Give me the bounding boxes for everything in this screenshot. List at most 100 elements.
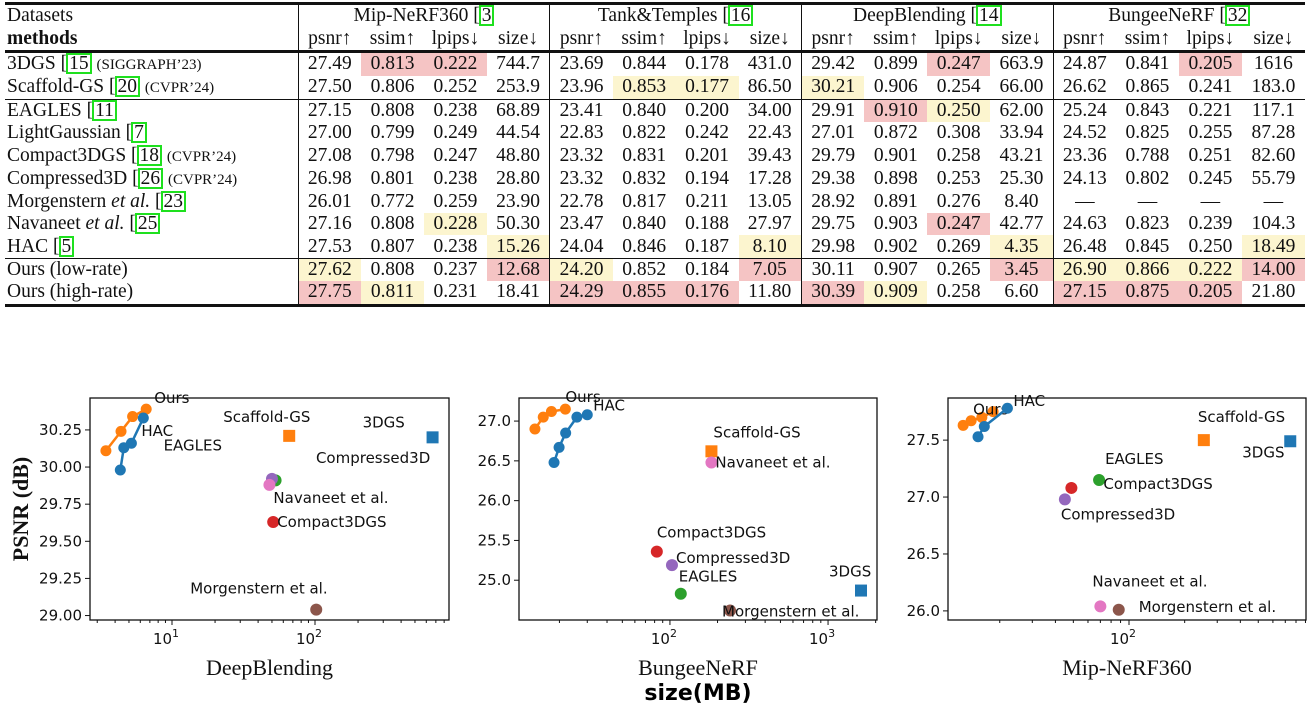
table-cell: 0.250 — [1188, 235, 1233, 257]
table-cell: 0.265 — [927, 257, 991, 282]
table-cell: 0.205 — [1178, 281, 1242, 307]
citation-link[interactable]: 7 — [131, 122, 147, 144]
table-cell: 87.28 — [1251, 122, 1296, 144]
table-cell: 27.49 — [297, 49, 362, 76]
table-cell: 66.00 — [999, 76, 1044, 98]
series-eagles: EAGLES — [1093, 450, 1164, 486]
table-cell: 55.79 — [1251, 168, 1296, 190]
metric-header: ssim↑ — [621, 27, 667, 49]
citation-link[interactable]: 15 — [66, 52, 92, 74]
data-point — [1058, 493, 1071, 506]
point-label: Compact3DGS — [277, 513, 386, 531]
point-label: Compressed3D — [316, 449, 430, 467]
data-point — [283, 429, 296, 442]
data-point — [553, 441, 565, 453]
table-cell: 0.813 — [361, 49, 424, 76]
citation-link[interactable]: 20 — [114, 75, 141, 97]
table-cell: 12.68 — [486, 257, 550, 282]
data-point — [965, 415, 977, 427]
series-morgenstern-et-al-: Morgenstern et al. — [190, 580, 328, 616]
data-point — [957, 419, 969, 431]
series-morgenstern-et-al-: Morgenstern et al. — [1112, 598, 1276, 616]
citation-link[interactable]: 18 — [136, 144, 163, 166]
table-cell: 0.231 — [423, 281, 487, 307]
table-cell: 29.98 — [800, 235, 865, 259]
y-tick-label: 29.75 — [39, 495, 82, 513]
table-cell: 4.35 — [990, 235, 1054, 259]
data-point — [545, 406, 557, 418]
x-tick-label: 101 — [153, 627, 179, 648]
method-name: Scaffold-GS [20 (CVPR’24) — [7, 75, 215, 97]
method-name: Navaneet et al. [25 — [5, 213, 298, 235]
data-point — [1112, 603, 1125, 616]
x-tick-label: 102 — [651, 627, 677, 648]
table-cell: 25.30 — [999, 168, 1044, 190]
metric-header: size↓ — [749, 27, 790, 49]
table-cell: 0.825 — [1125, 122, 1170, 144]
point-label: Compressed3D — [1061, 505, 1175, 523]
table-cell: 0.875 — [1116, 281, 1179, 307]
citation-link[interactable]: 32 — [1224, 5, 1251, 27]
method-name: Morgenstern et al. [23 — [5, 190, 298, 213]
method-label: Morgenstern — [7, 190, 112, 212]
citation-link[interactable]: 14 — [976, 5, 1002, 27]
series-eagles: EAGLES — [164, 436, 282, 487]
series-3dgs: 3DGS — [1242, 435, 1297, 461]
table-cell: 0.269 — [936, 235, 981, 257]
data-point — [665, 559, 678, 572]
table-cell: 0.276 — [936, 190, 981, 212]
citation-link[interactable]: 23 — [160, 190, 187, 212]
table-cell: 24.63 — [1052, 212, 1117, 236]
method-label: Compact3DGS — [7, 144, 127, 166]
citation-link[interactable]: 3 — [478, 5, 495, 27]
citation-link[interactable]: 25 — [134, 213, 161, 235]
metric-header: psnr↑ — [1052, 27, 1117, 52]
citation-link[interactable]: 26 — [137, 167, 164, 189]
citation-link[interactable]: 16 — [727, 5, 754, 27]
table-cell: 0.808 — [370, 213, 415, 235]
venue: (CVPR’24) — [144, 79, 215, 96]
metric-header: psnr↑ — [297, 27, 362, 52]
table-row: Ours (low-rate) 27.62 0.808 0.237 12.68 24.20… — [5, 257, 1305, 282]
citation-link[interactable]: 5 — [58, 235, 75, 257]
table-cell: 0.841 — [1116, 49, 1179, 76]
dataset-name: DeepBlending — [853, 5, 966, 27]
table-cell: 30.11 — [800, 257, 865, 282]
table-cell: 0.806 — [370, 76, 415, 98]
method-label: LightGaussian — [7, 122, 121, 144]
table-cell: 0.788 — [1125, 145, 1170, 167]
table-cell: 0.251 — [1188, 145, 1233, 167]
table-cell: 24.20 — [549, 257, 613, 282]
point-label: HAC — [1013, 392, 1045, 410]
table-cell: 0.840 — [612, 98, 676, 123]
et-al: et al. — [85, 213, 125, 235]
table-row: Compact3DGS [18 (CVPR’24) 27.08 0.798 0.247… — [5, 144, 1305, 168]
y-tick-label: 26.0 — [907, 602, 940, 620]
table-cell: 0.201 — [685, 145, 729, 167]
table-cell: 6.60 — [990, 281, 1054, 307]
table-cell: 30.39 — [800, 281, 865, 307]
venue: (SIGGRAPH’23) — [96, 56, 202, 73]
table-cell: 43.21 — [999, 145, 1044, 167]
table-cell: 24.13 — [1052, 167, 1117, 191]
data-point — [140, 403, 152, 415]
method-label: EAGLES — [7, 99, 82, 121]
method-name: HAC [5 — [5, 235, 298, 258]
method-label: Navaneet — [7, 213, 86, 235]
y-tick-label: 30.00 — [39, 458, 82, 476]
table-cell: 27.53 — [297, 235, 362, 259]
point-label: Compact3DGS — [657, 524, 766, 542]
table-cell: 0.253 — [936, 168, 981, 190]
method-name: LightGaussian [7 — [5, 122, 298, 144]
table-cell: 0.832 — [622, 168, 667, 190]
citation-link[interactable]: 11 — [92, 99, 117, 121]
y-tick-label: 30.25 — [39, 421, 82, 439]
metric-header: lpips↓ — [1186, 27, 1235, 49]
metric-header: ssim↑ — [369, 27, 416, 49]
table-cell: 0.200 — [675, 98, 739, 123]
data-point — [1284, 435, 1297, 448]
metric-header: lpips↓ — [683, 27, 731, 49]
table-cell: 0.239 — [1188, 213, 1233, 235]
table-cell: 0.238 — [433, 168, 478, 190]
